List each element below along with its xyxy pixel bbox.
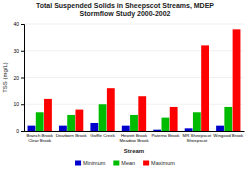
y-axis-line [21, 25, 25, 132]
y-tick-mark [21, 131, 24, 132]
bar [224, 107, 232, 131]
legend-swatch [113, 161, 119, 166]
y-tick: 40 [13, 21, 24, 27]
chart-container: Total Suspended Solids in Sheepscot Stre… [0, 0, 250, 169]
x-tick-label-line: Wingood Brook [213, 133, 244, 138]
x-tick: MR SheepscotSheepscot [183, 133, 212, 143]
y-tick-mark [21, 24, 24, 25]
bar [75, 110, 83, 131]
x-tick: Wingood Brook [213, 133, 244, 138]
legend-item: Maximum [143, 160, 175, 166]
bar [36, 112, 44, 131]
x-tick-label: Branch BrookClear Brook [26, 133, 53, 143]
y-tick-label: 10 [13, 101, 19, 107]
x-tick: Paterno Brook [151, 133, 180, 138]
x-tick-label-line: Sheepscot [187, 138, 208, 143]
bar [28, 126, 36, 131]
x-tick: Goffle Creek [90, 133, 115, 138]
y-tick-mark [21, 78, 24, 79]
x-axis-line [25, 131, 245, 132]
y-tick-label: 20 [13, 75, 19, 81]
x-tick: Hewett BrookMeadow Brook [119, 133, 149, 143]
grid-line [24, 50, 244, 51]
y-tick-mark [21, 104, 24, 105]
x-tick-label-line: Meadow Brook [119, 138, 149, 143]
x-tick-label: Dearborn Brook [56, 133, 88, 138]
legend-swatch [75, 161, 81, 166]
x-tick-label-line: Branch Brook [26, 133, 53, 138]
x-tick-label-line: Paterno Brook [151, 133, 180, 138]
x-tick-label-line: Clear Brook [28, 138, 52, 143]
bar [216, 126, 224, 131]
legend-item: Mean [113, 160, 135, 166]
legend: Minimum Mean Maximum [75, 160, 175, 166]
bar [185, 128, 193, 131]
bar [170, 107, 178, 131]
x-tick-label: Goffle Creek [90, 133, 115, 138]
x-tick-label-line: Goffle Creek [90, 133, 115, 138]
bar [107, 88, 115, 131]
y-axis-title: TSS (mg/L) [2, 62, 8, 93]
legend-swatch [143, 161, 149, 166]
x-tick-label-line: Hewett Brook [121, 133, 148, 138]
subtitle: Stormflow Study 2000-2002 [79, 10, 170, 18]
x-tick-label-line: Dearborn Brook [56, 133, 88, 138]
x-tick-label: MR SheepscotSheepscot [183, 133, 212, 143]
x-axis-title: Stream [124, 148, 144, 154]
bar [162, 118, 170, 131]
x-tick: Dearborn Brook [56, 133, 88, 138]
bar [193, 112, 201, 131]
legend-label: Mean [121, 160, 135, 166]
grid [24, 24, 244, 131]
y-tick: 20 [13, 75, 24, 81]
y-axis: 0 10 20 30 40 [13, 21, 24, 134]
bar [138, 96, 146, 131]
y-tick-label: 0 [16, 128, 19, 134]
bar [67, 115, 75, 131]
legend-label: Minimum [83, 160, 106, 166]
y-tick-label: 30 [13, 48, 19, 54]
y-tick-label: 40 [13, 21, 19, 27]
bar [130, 115, 138, 131]
bars [28, 29, 241, 131]
legend-item: Minimum [75, 160, 106, 166]
x-tick-label: Paterno Brook [151, 133, 180, 138]
x-tick-label-line: MR Sheepscot [183, 133, 212, 138]
title: Total Suspended Solids in Sheepscot Stre… [36, 2, 214, 10]
grid-line [24, 104, 244, 105]
grid-line [24, 24, 244, 25]
grid-line [24, 77, 244, 78]
chart-svg: Total Suspended Solids in Sheepscot Stre… [0, 0, 250, 169]
x-tick-label: Wingood Brook [213, 133, 244, 138]
x-tick: Branch BrookClear Brook [26, 133, 53, 143]
bar [153, 130, 161, 131]
bar [90, 123, 98, 131]
legend-label: Maximum [151, 160, 175, 166]
y-tick: 0 [16, 128, 24, 134]
x-tick-label: Hewett BrookMeadow Brook [119, 133, 149, 143]
bar [59, 126, 67, 131]
bar [122, 126, 130, 131]
y-tick: 10 [13, 101, 24, 107]
bar [44, 99, 52, 131]
bar [99, 104, 107, 131]
bar [201, 45, 209, 131]
y-tick: 30 [13, 48, 24, 54]
x-axis: Branch BrookClear BrookDearborn BrookGof… [25, 132, 245, 144]
y-tick-mark [21, 51, 24, 52]
bar [233, 29, 241, 131]
